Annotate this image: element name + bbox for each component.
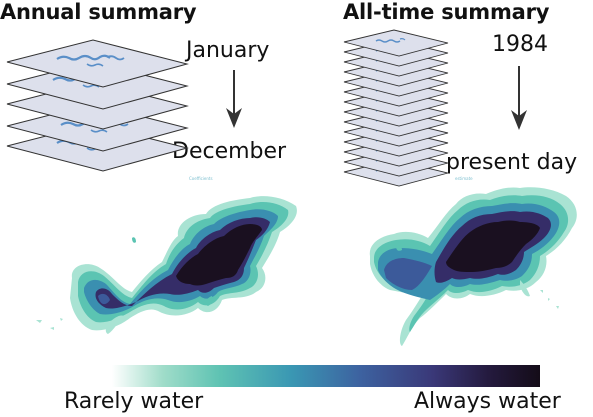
legend-colorbar bbox=[112, 365, 540, 387]
alltime-map-caption: estimate bbox=[455, 176, 473, 181]
annual-arrow bbox=[226, 70, 242, 128]
alltime-end-label: present day bbox=[446, 150, 578, 175]
annual-start-label: January bbox=[186, 38, 270, 63]
alltime-layer-stack bbox=[343, 29, 449, 187]
alltime-arrow bbox=[511, 66, 527, 130]
annual-water-map bbox=[36, 196, 297, 334]
alltime-water-map bbox=[369, 187, 577, 346]
legend-low-label: Rarely water bbox=[64, 389, 204, 414]
annual-end-label: December bbox=[172, 139, 287, 164]
annual-layer-stack bbox=[6, 39, 189, 172]
annual-map-caption: Coefficients bbox=[189, 176, 213, 181]
alltime-start-label: 1984 bbox=[492, 32, 548, 57]
annual-summary-heading: Annual summary bbox=[0, 0, 197, 24]
legend-high-label: Always water bbox=[414, 389, 561, 414]
alltime-summary-heading: All-time summary bbox=[343, 0, 550, 24]
annual-layer-1 bbox=[6, 39, 189, 88]
